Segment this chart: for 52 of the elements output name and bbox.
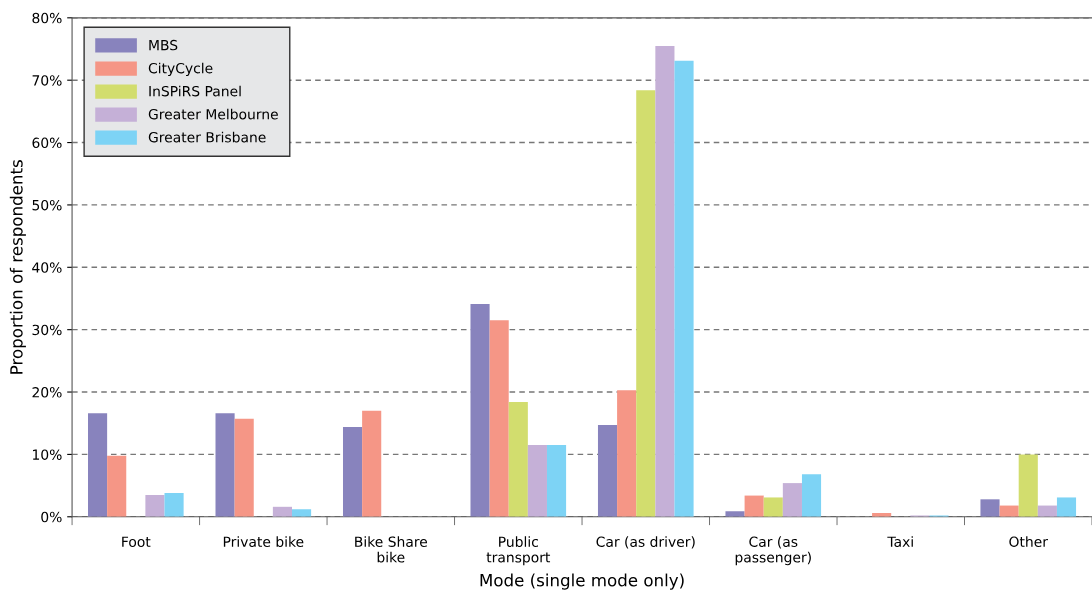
bar — [145, 494, 165, 517]
bar — [763, 497, 783, 517]
x-tick-label: Public transport — [486, 536, 551, 566]
y-tick-label: 80% — [32, 12, 62, 24]
y-axis-title: Proportion of respondents — [9, 160, 26, 374]
bar — [782, 483, 802, 517]
x-tick-label: Private bike — [223, 536, 304, 547]
bar — [674, 60, 694, 517]
y-tick-label: 70% — [32, 75, 62, 86]
bar — [107, 455, 127, 517]
legend-label: CityCycle — [148, 62, 213, 77]
legend-label: InSPiRS Panel — [149, 85, 241, 97]
x-tick-label: Taxi — [887, 536, 913, 547]
y-tick-label: 20% — [32, 387, 62, 398]
bar — [527, 445, 547, 517]
bar — [88, 413, 108, 517]
bar — [342, 426, 363, 517]
y-tick-label: 30% — [32, 324, 62, 336]
bar — [489, 320, 509, 517]
bar — [1056, 497, 1077, 517]
legend-label: MBS — [149, 39, 178, 51]
bar — [744, 495, 764, 517]
bar — [234, 418, 254, 517]
bar — [164, 493, 184, 517]
y-tick-label: 0% — [41, 511, 62, 523]
bar — [362, 410, 382, 517]
y-tick-label: 40% — [32, 262, 62, 273]
x-tick-label: Other — [1009, 536, 1048, 547]
y-tick-label: 50% — [32, 199, 62, 211]
bar — [597, 425, 618, 517]
x-axis-title: Mode (single mode only) — [480, 573, 684, 590]
bar — [980, 499, 1000, 517]
bar — [655, 45, 675, 517]
bar — [291, 509, 312, 517]
legend-label: Greater Brisbane — [148, 131, 266, 143]
bar — [508, 402, 528, 517]
x-tick-label: Foot — [122, 536, 151, 547]
x-tick-label: Car (as passenger) — [735, 536, 811, 566]
bar — [546, 445, 567, 517]
bar — [636, 90, 656, 517]
bar — [272, 506, 292, 517]
bar — [215, 413, 235, 517]
x-tick-label: Bike Share bike — [355, 536, 428, 563]
bar — [801, 474, 822, 517]
bar — [617, 390, 637, 517]
bar — [1018, 454, 1038, 517]
x-tick-label: Car (as driver) — [596, 536, 695, 549]
legend-label: Greater Melbourne — [148, 108, 278, 120]
bar — [725, 511, 745, 517]
bar — [470, 304, 490, 517]
y-tick-label: 60% — [32, 137, 62, 149]
y-tick-label: 10% — [33, 449, 62, 460]
